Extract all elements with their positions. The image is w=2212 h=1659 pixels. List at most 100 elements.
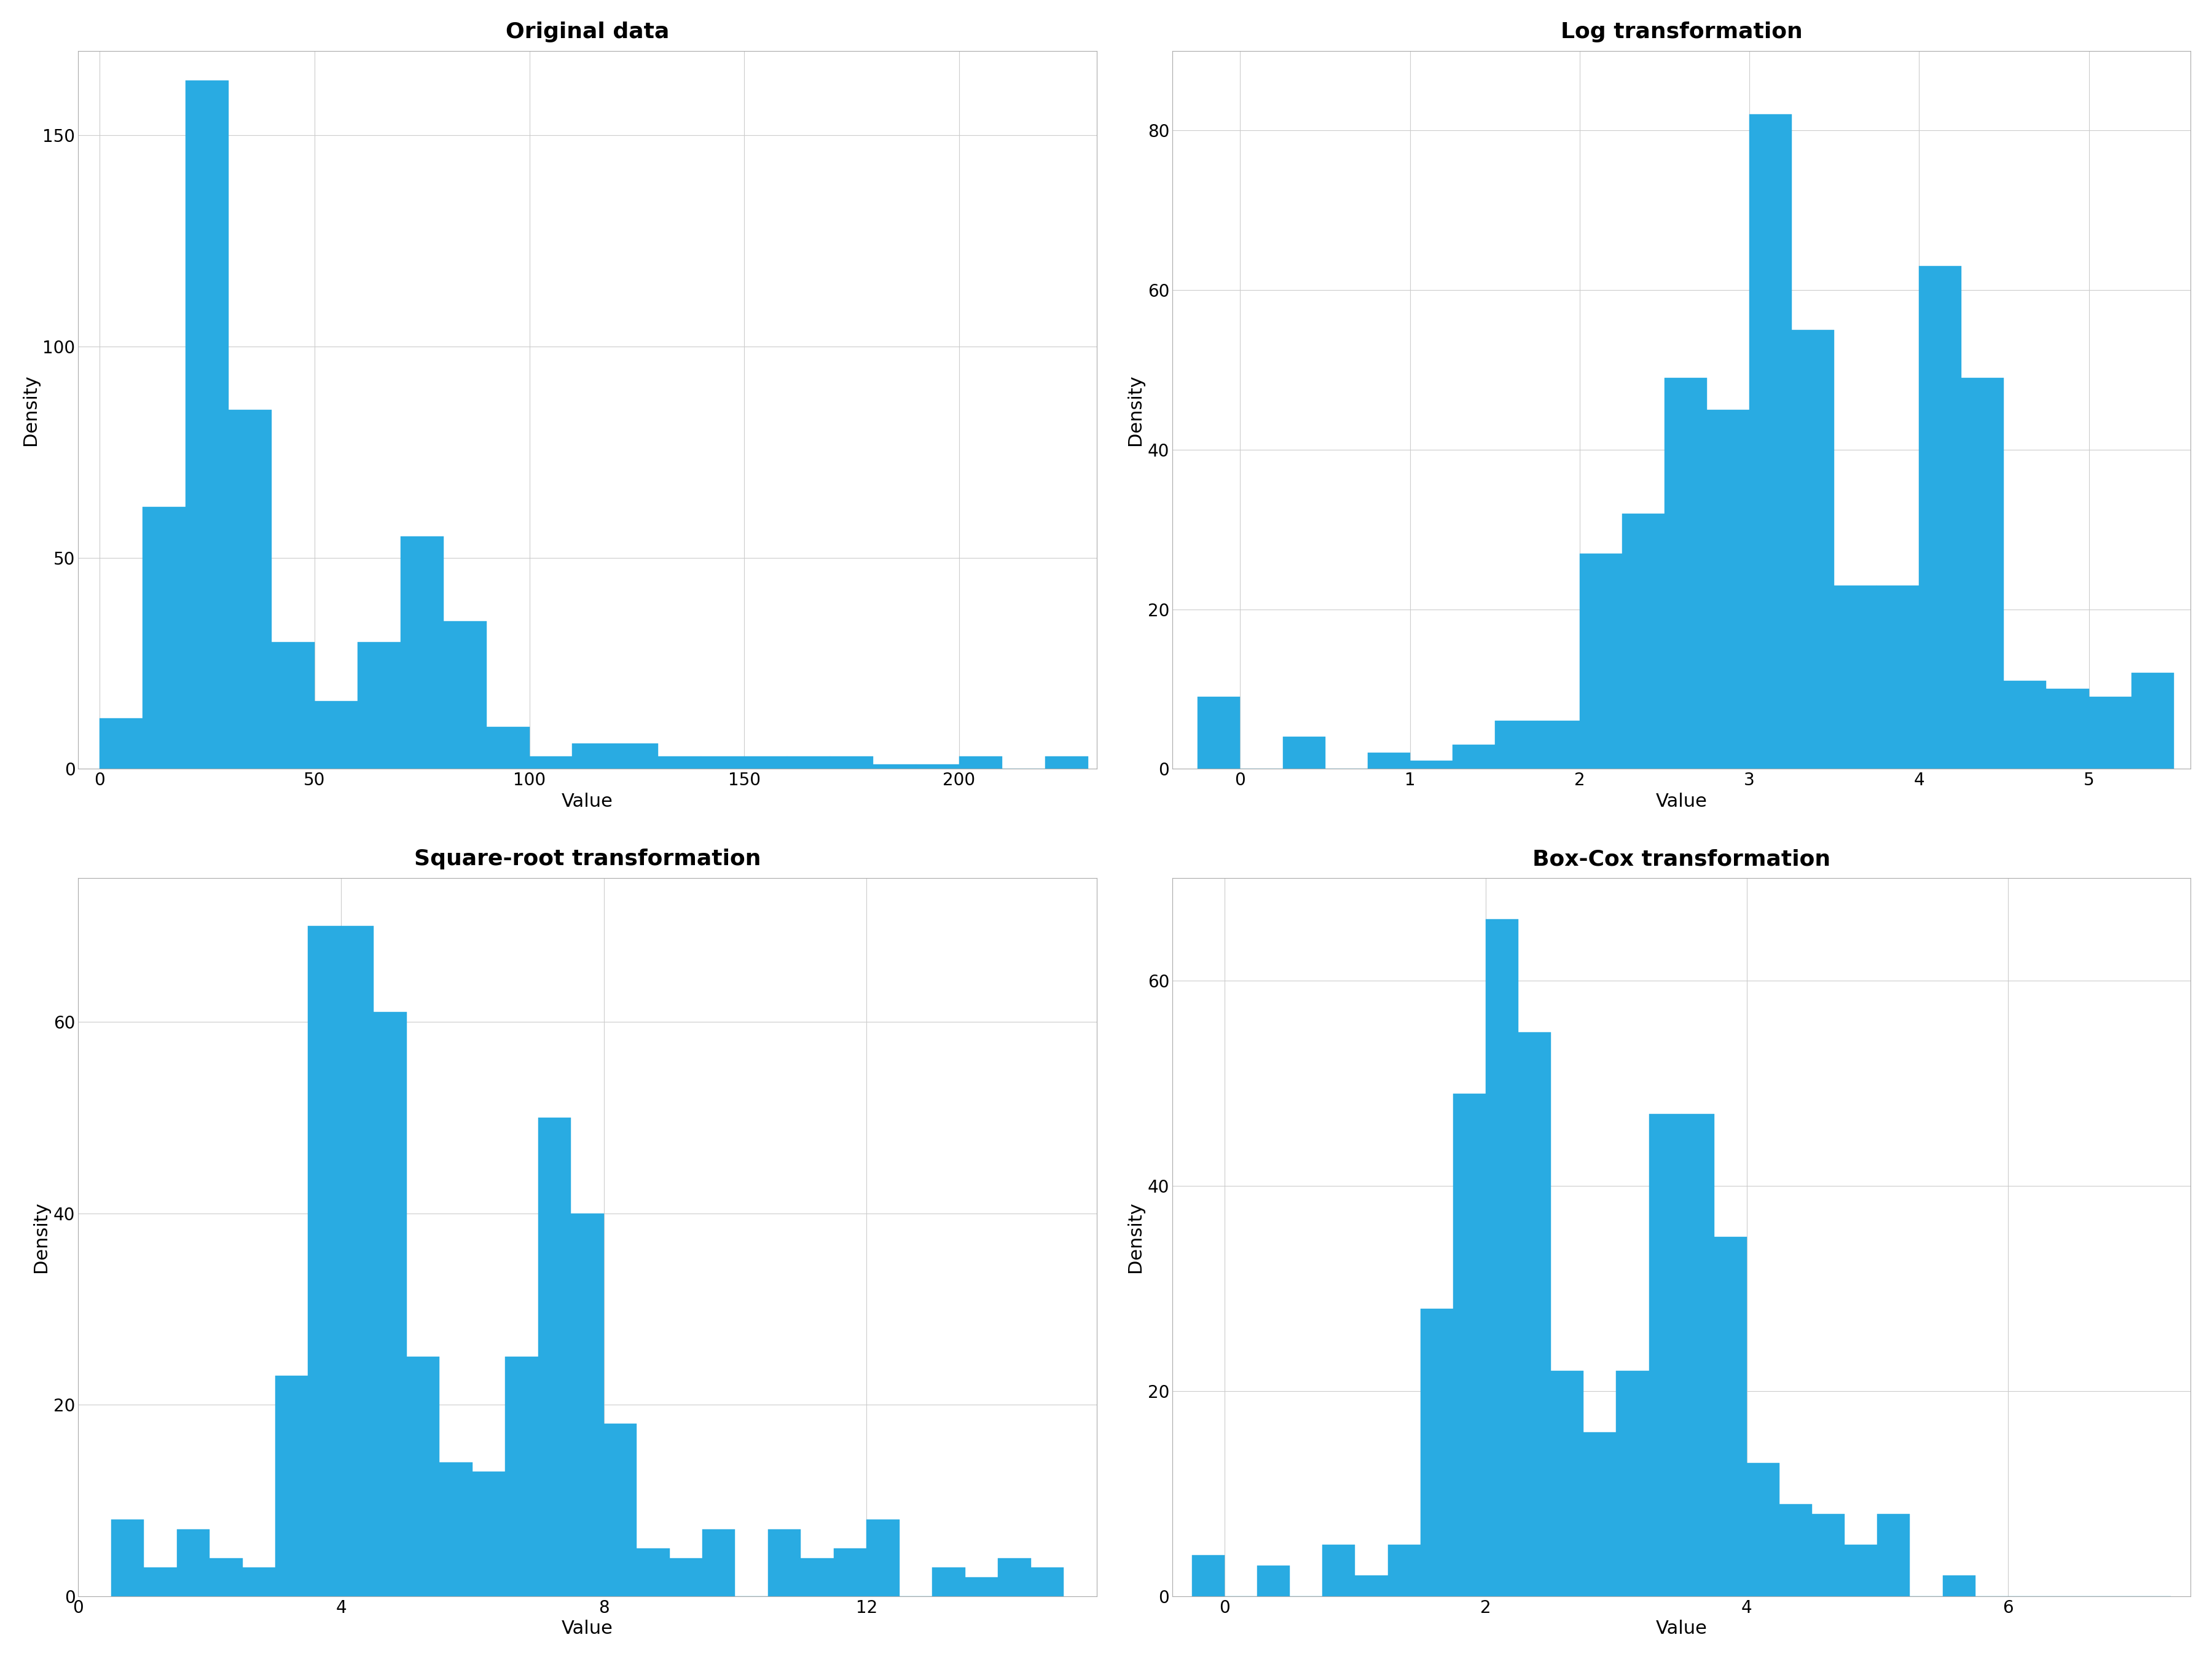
X-axis label: Value: Value (1657, 1619, 1708, 1637)
Bar (998, 1558, 1031, 1596)
Bar (703, 1530, 734, 1596)
Bar (1648, 1115, 1681, 1596)
Bar (867, 1520, 900, 1596)
Bar (1845, 1545, 1878, 1596)
Title: Log transformation: Log transformation (1559, 22, 1803, 41)
Bar (1537, 722, 1579, 768)
Bar (1747, 1463, 1778, 1596)
X-axis label: Value: Value (562, 793, 613, 810)
Bar (2088, 697, 2132, 768)
Bar (834, 1548, 867, 1596)
Bar (1617, 1370, 1648, 1596)
Bar (571, 1213, 604, 1596)
Bar (1044, 757, 1088, 768)
Bar (1920, 265, 1962, 768)
Bar (473, 1472, 504, 1596)
Bar (874, 765, 916, 768)
Bar (210, 1558, 243, 1596)
Bar (341, 926, 374, 1596)
Bar (1387, 1545, 1420, 1596)
Bar (573, 743, 615, 768)
Bar (538, 1118, 571, 1596)
Bar (407, 1357, 440, 1596)
Bar (142, 508, 186, 768)
Bar (659, 757, 701, 768)
Bar (768, 1530, 801, 1596)
Bar (931, 1568, 964, 1596)
Bar (1579, 554, 1621, 768)
Title: Square-root transformation: Square-root transformation (414, 849, 761, 869)
Bar (1409, 761, 1453, 768)
Bar (1031, 1568, 1064, 1596)
Bar (374, 1012, 407, 1596)
Bar (1495, 722, 1537, 768)
Bar (1486, 919, 1517, 1596)
Bar (186, 80, 228, 768)
Bar (272, 642, 314, 768)
Bar (1453, 1093, 1486, 1596)
Bar (615, 743, 659, 768)
Bar (787, 757, 830, 768)
Bar (228, 410, 272, 768)
Bar (358, 642, 400, 768)
Bar (1256, 1566, 1290, 1596)
Bar (701, 757, 743, 768)
Y-axis label: Density: Density (22, 375, 40, 445)
Title: Original data: Original data (507, 22, 670, 41)
Bar (1812, 1515, 1845, 1596)
Bar (1192, 1554, 1225, 1596)
Bar (1666, 378, 1708, 768)
Bar (1878, 1515, 1909, 1596)
Bar (487, 727, 529, 768)
Bar (1356, 1576, 1387, 1596)
Bar (1517, 1032, 1551, 1596)
Title: Box-Cox transformation: Box-Cox transformation (1533, 849, 1832, 869)
Bar (1876, 586, 1920, 768)
Bar (243, 1568, 274, 1596)
Bar (670, 1558, 703, 1596)
Bar (1681, 1115, 1714, 1596)
Bar (604, 1423, 637, 1596)
Bar (637, 1548, 670, 1596)
Bar (1834, 586, 1876, 768)
Bar (274, 1375, 307, 1596)
Bar (1621, 514, 1666, 768)
X-axis label: Value: Value (562, 1619, 613, 1637)
Bar (1551, 1370, 1584, 1596)
Bar (916, 765, 960, 768)
Bar (111, 1520, 144, 1596)
Bar (1367, 753, 1409, 768)
Y-axis label: Density: Density (33, 1201, 51, 1272)
Bar (400, 536, 442, 768)
Bar (1778, 1505, 1812, 1596)
X-axis label: Value: Value (1657, 793, 1708, 810)
Bar (1199, 697, 1241, 768)
Bar (1453, 745, 1495, 768)
Bar (1584, 1432, 1617, 1596)
Bar (2132, 674, 2174, 768)
Bar (504, 1357, 538, 1596)
Bar (1962, 378, 2004, 768)
Bar (1792, 330, 1834, 768)
Bar (100, 718, 142, 768)
Bar (177, 1530, 210, 1596)
Bar (743, 757, 787, 768)
Bar (1323, 1545, 1356, 1596)
Bar (314, 702, 358, 768)
Y-axis label: Density: Density (1126, 1201, 1144, 1272)
Bar (1283, 737, 1325, 768)
Bar (144, 1568, 177, 1596)
Bar (960, 757, 1002, 768)
Bar (307, 926, 341, 1596)
Bar (2046, 688, 2088, 768)
Bar (2004, 682, 2046, 768)
Bar (1750, 114, 1792, 768)
Bar (440, 1462, 473, 1596)
Bar (1714, 1238, 1747, 1596)
Bar (830, 757, 874, 768)
Bar (801, 1558, 834, 1596)
Bar (1708, 410, 1750, 768)
Bar (1420, 1309, 1453, 1596)
Y-axis label: Density: Density (1126, 375, 1144, 445)
Bar (964, 1578, 998, 1596)
